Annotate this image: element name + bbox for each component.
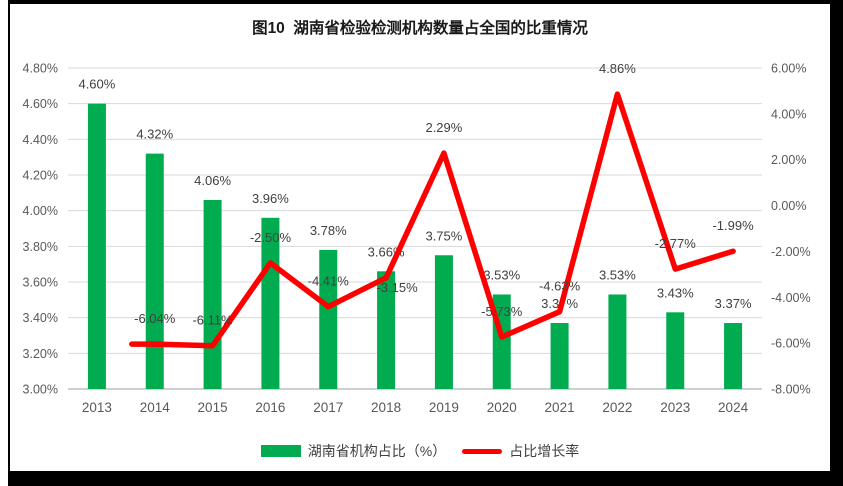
legend-item-line-series: 占比增长率 [462,441,579,461]
line-label-2022: 4.86% [599,61,636,76]
line-label-2024: -1.99% [712,218,754,233]
x-axis-label-2014: 2014 [140,400,171,415]
left-axis-tick: 4.80% [23,62,58,76]
line-label-2018: -3.15% [376,280,418,295]
line-label-2020: -5.73% [481,304,523,319]
left-axis-tick: 4.40% [23,133,58,147]
bar-2018 [377,271,396,389]
bar-series-label: 湖南省机构占比（%） [307,443,447,459]
line-series-label: 占比增长率 [509,443,580,459]
x-axis-label-2020: 2020 [487,400,517,415]
line-label-2017: -4.41% [308,274,350,289]
line-label-2023: -2.77% [655,236,697,251]
bar-2014 [145,153,164,389]
left-axis-tick: 3.60% [23,276,58,290]
left-axis-tick: 4.00% [23,204,58,218]
x-axis-label-2019: 2019 [429,400,459,415]
line-label-2019: 2.29% [425,120,462,135]
right-axis-tick: -6.00% [771,337,811,351]
bar-label-2023: 3.43% [657,285,694,300]
bar-label-2014: 4.32% [136,127,173,142]
x-axis-label-2022: 2022 [602,400,632,415]
x-axis-label-2017: 2017 [313,400,343,415]
bar-2017 [319,249,338,389]
line-series-swatch [462,448,503,454]
bar-label-2019: 3.75% [425,228,462,243]
legend-item-bar-series: 湖南省机构占比（%） [260,441,447,461]
x-axis-label-2013: 2013 [82,400,112,415]
line-label-2015: -6.11% [192,313,233,328]
bar-label-2020: 3.53% [483,267,520,282]
bar-2024 [724,323,743,389]
x-axis-label-2018: 2018 [371,400,401,415]
right-axis-tick: -4.00% [771,291,811,305]
bar-label-2022: 3.53% [599,267,636,282]
x-axis-label-2016: 2016 [255,400,285,415]
left-axis-tick: 4.20% [23,169,58,183]
line-label-2021: -4.63% [539,279,581,294]
x-axis-label-2015: 2015 [198,400,228,415]
growth-line [129,91,736,349]
bar-2016 [261,217,280,389]
bar-2013 [87,103,106,390]
bar-2021 [550,323,569,389]
right-axis-tick: -2.00% [771,245,811,259]
right-axis-tick: 6.00% [771,62,806,76]
right-axis-tick: 2.00% [771,153,806,167]
bar-series-swatch [260,445,301,457]
bar-label-2015: 4.06% [194,173,231,188]
bar-label-2013: 4.60% [78,77,115,92]
bar-2022 [608,294,627,389]
bar-label-2016: 3.96% [252,191,289,206]
left-axis-tick: 3.80% [23,240,58,254]
bar-2015 [203,199,222,389]
left-axis-tick: 4.60% [23,97,58,111]
line-label-2014: -6.04% [134,311,176,326]
line-label-2016: -2.50% [250,230,292,245]
bar-label-2024: 3.37% [715,296,752,311]
bar-2019 [434,255,453,389]
bar-2023 [666,312,685,389]
left-axis-tick: 3.00% [23,383,58,397]
chart-title: 图10 湖南省检验检测机构数量占全国的比重情况 [252,20,588,37]
right-axis-tick: 0.00% [771,199,806,213]
x-axis-label-2021: 2021 [545,400,575,415]
left-axis-tick: 3.20% [23,347,58,361]
right-axis-tick: -8.00% [771,383,811,397]
bar-label-2017: 3.78% [310,223,347,238]
chart-legend: 湖南省机构占比（%） 占比增长率 [10,441,830,461]
right-axis-tick: 4.00% [771,107,806,121]
x-axis-label-2023: 2023 [660,400,690,415]
left-axis-tick: 3.40% [23,311,58,325]
x-axis-label-2024: 2024 [718,400,749,415]
